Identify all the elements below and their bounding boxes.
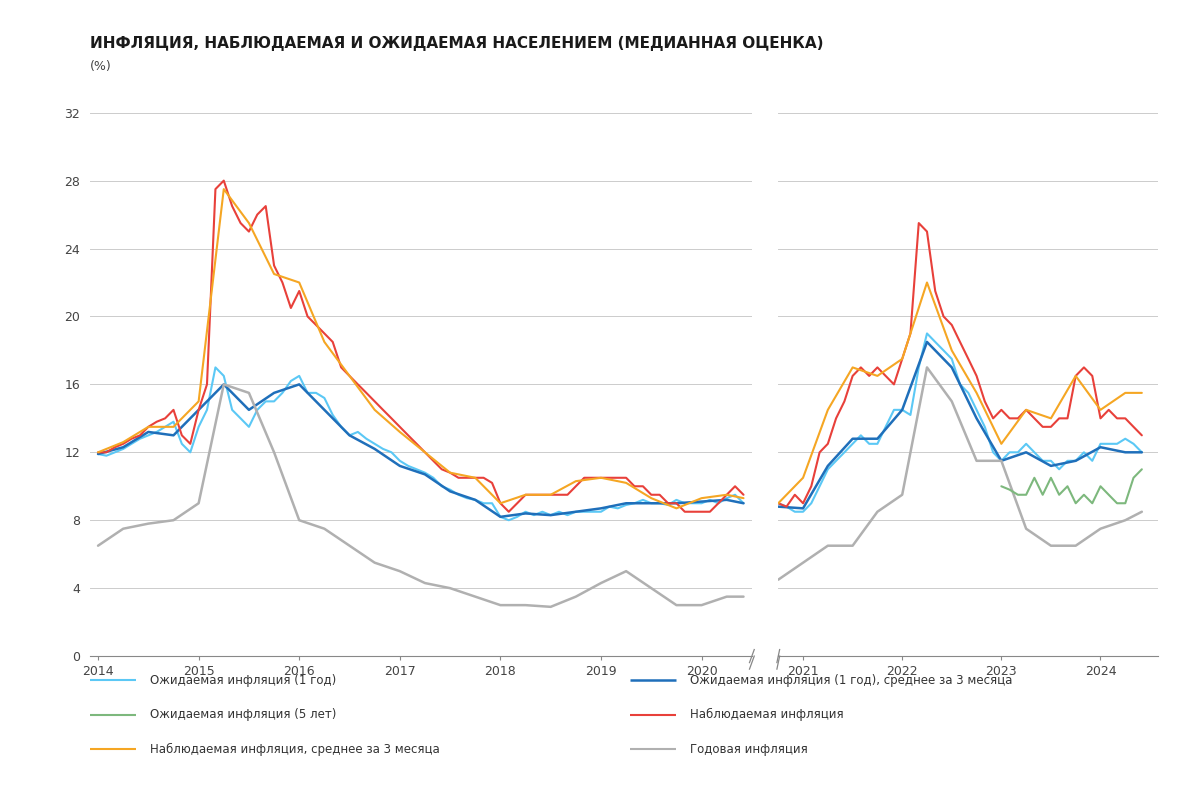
Text: Наблюдаемая инфляция, среднее за 3 месяца: Наблюдаемая инфляция, среднее за 3 месяц… bbox=[150, 743, 439, 756]
Text: Ожидаемая инфляция (1 год): Ожидаемая инфляция (1 год) bbox=[150, 674, 336, 687]
Text: (%): (%) bbox=[90, 60, 112, 73]
Text: Наблюдаемая инфляция: Наблюдаемая инфляция bbox=[690, 708, 844, 721]
Text: ИНФЛЯЦИЯ, НАБЛЮДАЕМАЯ И ОЖИДАЕМАЯ НАСЕЛЕНИЕМ (МЕДИАННАЯ ОЦЕНКА): ИНФЛЯЦИЯ, НАБЛЮДАЕМАЯ И ОЖИДАЕМАЯ НАСЕЛЕ… bbox=[90, 36, 823, 52]
Text: Годовая инфляция: Годовая инфляция bbox=[690, 743, 808, 756]
Text: Ожидаемая инфляция (1 год), среднее за 3 месяца: Ожидаемая инфляция (1 год), среднее за 3… bbox=[690, 674, 1013, 687]
Text: Ожидаемая инфляция (5 лет): Ожидаемая инфляция (5 лет) bbox=[150, 708, 336, 721]
